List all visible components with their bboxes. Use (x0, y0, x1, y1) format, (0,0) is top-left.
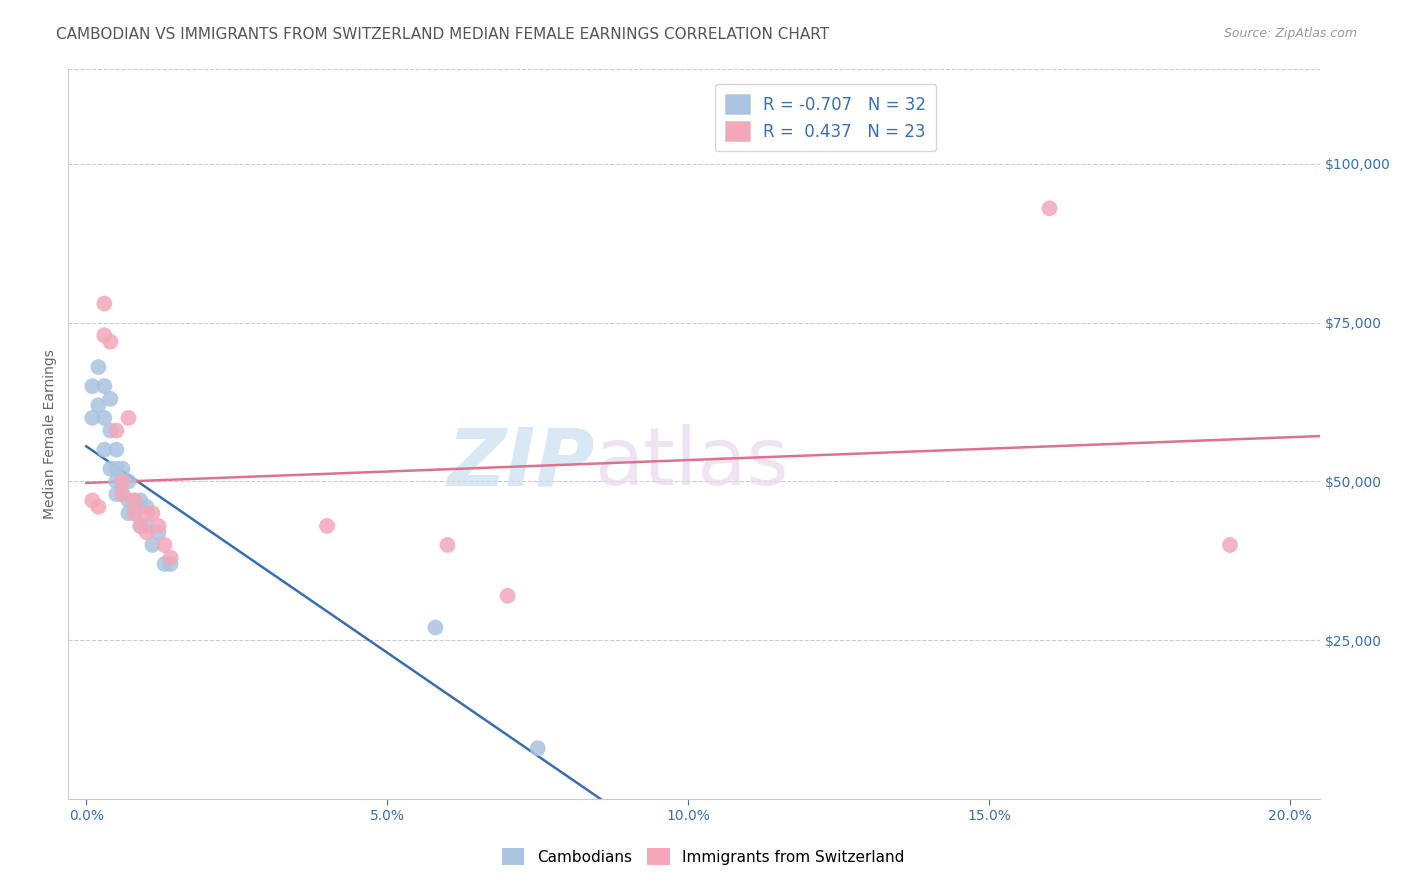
Point (87, 500, 110, 514)
Point (141, 506, 163, 520)
Point (129, 493, 152, 508)
Point (111, 487, 134, 501)
Point (1219, 538, 1241, 552)
Point (316, 519, 339, 533)
Point (124, 493, 146, 508)
Point (117, 493, 139, 508)
Point (98, 392, 121, 406)
Point (496, 589, 519, 603)
Point (117, 506, 139, 520)
Point (87, 360, 110, 375)
Legend: R = -0.707   N = 32, R =  0.437   N = 23: R = -0.707 N = 32, R = 0.437 N = 23 (716, 84, 936, 152)
Point (124, 506, 146, 520)
Point (148, 525, 170, 540)
Point (117, 411, 139, 425)
Point (93, 442, 115, 457)
Point (82, 411, 104, 425)
Point (159, 550, 181, 565)
Point (98, 424, 121, 438)
Point (159, 557, 181, 571)
Point (124, 493, 146, 508)
Point (93, 411, 115, 425)
Point (105, 475, 128, 489)
Point (148, 519, 170, 533)
Point (135, 519, 157, 533)
Point (111, 475, 134, 489)
Point (98, 334, 121, 349)
Point (1038, 201, 1060, 215)
Point (124, 506, 146, 520)
Point (111, 487, 134, 501)
Point (526, 741, 548, 756)
Point (82, 493, 104, 508)
Point (105, 442, 128, 457)
Point (135, 500, 157, 514)
Point (111, 475, 134, 489)
Point (82, 379, 104, 393)
Point (135, 525, 157, 540)
Point (129, 519, 152, 533)
Point (93, 328, 115, 343)
Point (153, 557, 176, 571)
Legend: Cambodians, Immigrants from Switzerland: Cambodians, Immigrants from Switzerland (495, 842, 911, 871)
Point (129, 519, 152, 533)
Point (105, 487, 128, 501)
Text: atlas: atlas (595, 424, 789, 502)
Point (87, 398, 110, 412)
Point (425, 621, 447, 635)
Point (93, 296, 115, 310)
Point (135, 506, 157, 520)
Text: ZIP: ZIP (447, 424, 595, 502)
Point (436, 538, 458, 552)
Point (105, 461, 128, 475)
Point (105, 424, 128, 438)
Point (141, 538, 163, 552)
Point (93, 379, 115, 393)
Text: CAMBODIAN VS IMMIGRANTS FROM SWITZERLAND MEDIAN FEMALE EARNINGS CORRELATION CHAR: CAMBODIAN VS IMMIGRANTS FROM SWITZERLAND… (56, 27, 830, 42)
Y-axis label: Median Female Earnings: Median Female Earnings (44, 349, 58, 519)
Point (153, 538, 176, 552)
Point (111, 461, 134, 475)
Point (98, 461, 121, 475)
Point (117, 475, 139, 489)
Text: Source: ZipAtlas.com: Source: ZipAtlas.com (1223, 27, 1357, 40)
